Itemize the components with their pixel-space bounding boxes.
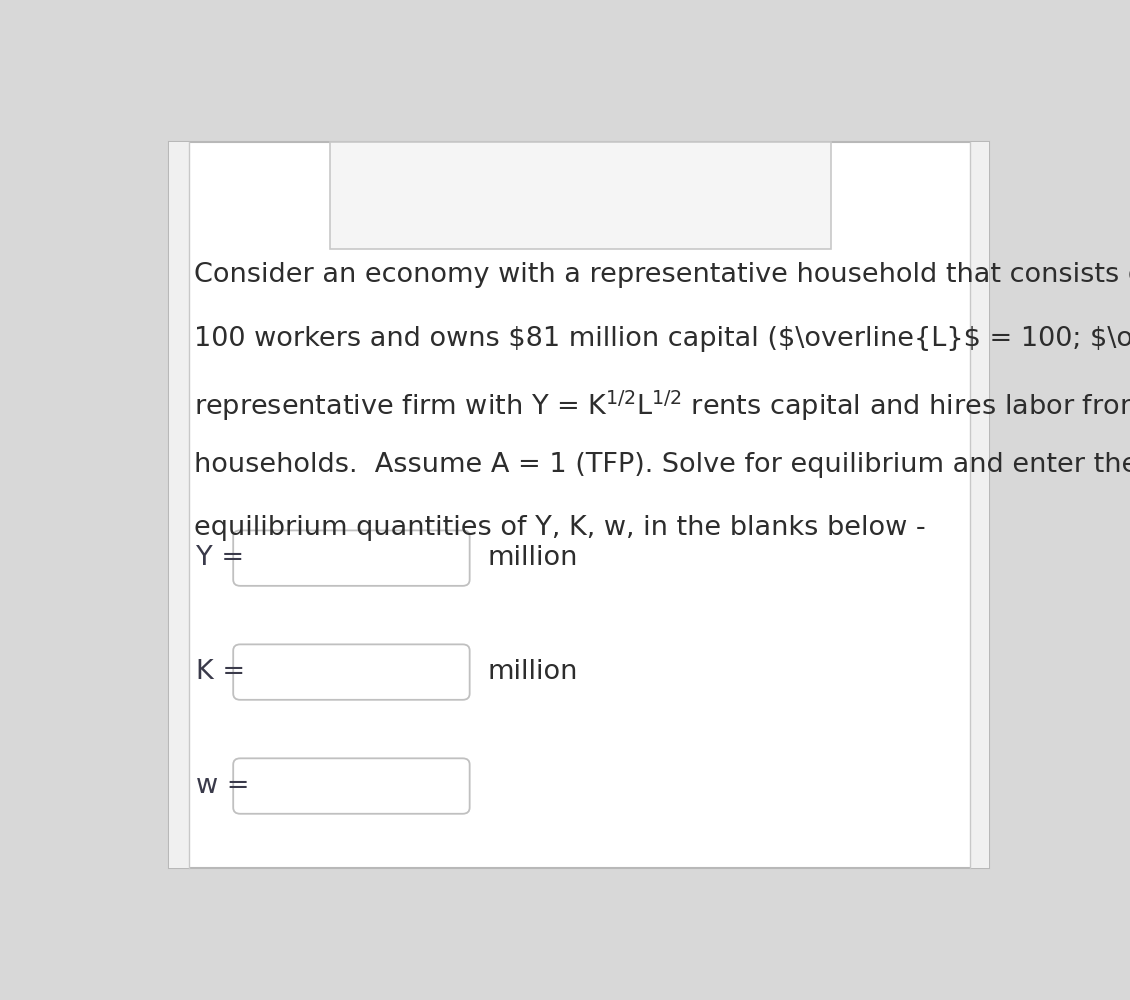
Text: Y =: Y =	[197, 545, 244, 571]
Text: representative firm with Y = K$^{1/2}$L$^{1/2}$ rents capital and hires labor fr: representative firm with Y = K$^{1/2}$L$…	[194, 389, 1130, 423]
Text: 100 workers and owns $81 million capital ($\overline{L}$ = 100; $\overline{K}$ =: 100 workers and owns $81 million capital…	[194, 326, 1130, 352]
Text: Consider an economy with a representative household that consists of: Consider an economy with a representativ…	[194, 262, 1130, 288]
Bar	[970, 142, 989, 868]
Bar	[330, 142, 832, 249]
Text: w =: w =	[197, 773, 250, 799]
FancyBboxPatch shape	[233, 644, 470, 700]
Bar	[170, 142, 189, 868]
Text: million: million	[487, 659, 577, 685]
Text: K =: K =	[197, 659, 245, 685]
Text: million: million	[487, 545, 577, 571]
Text: equilibrium quantities of Y, K, w, in the blanks below -: equilibrium quantities of Y, K, w, in th…	[194, 515, 925, 541]
FancyBboxPatch shape	[233, 758, 470, 814]
Text: households.  Assume A = 1 (TFP). Solve for equilibrium and enter the: households. Assume A = 1 (TFP). Solve fo…	[194, 452, 1130, 478]
FancyBboxPatch shape	[233, 530, 470, 586]
